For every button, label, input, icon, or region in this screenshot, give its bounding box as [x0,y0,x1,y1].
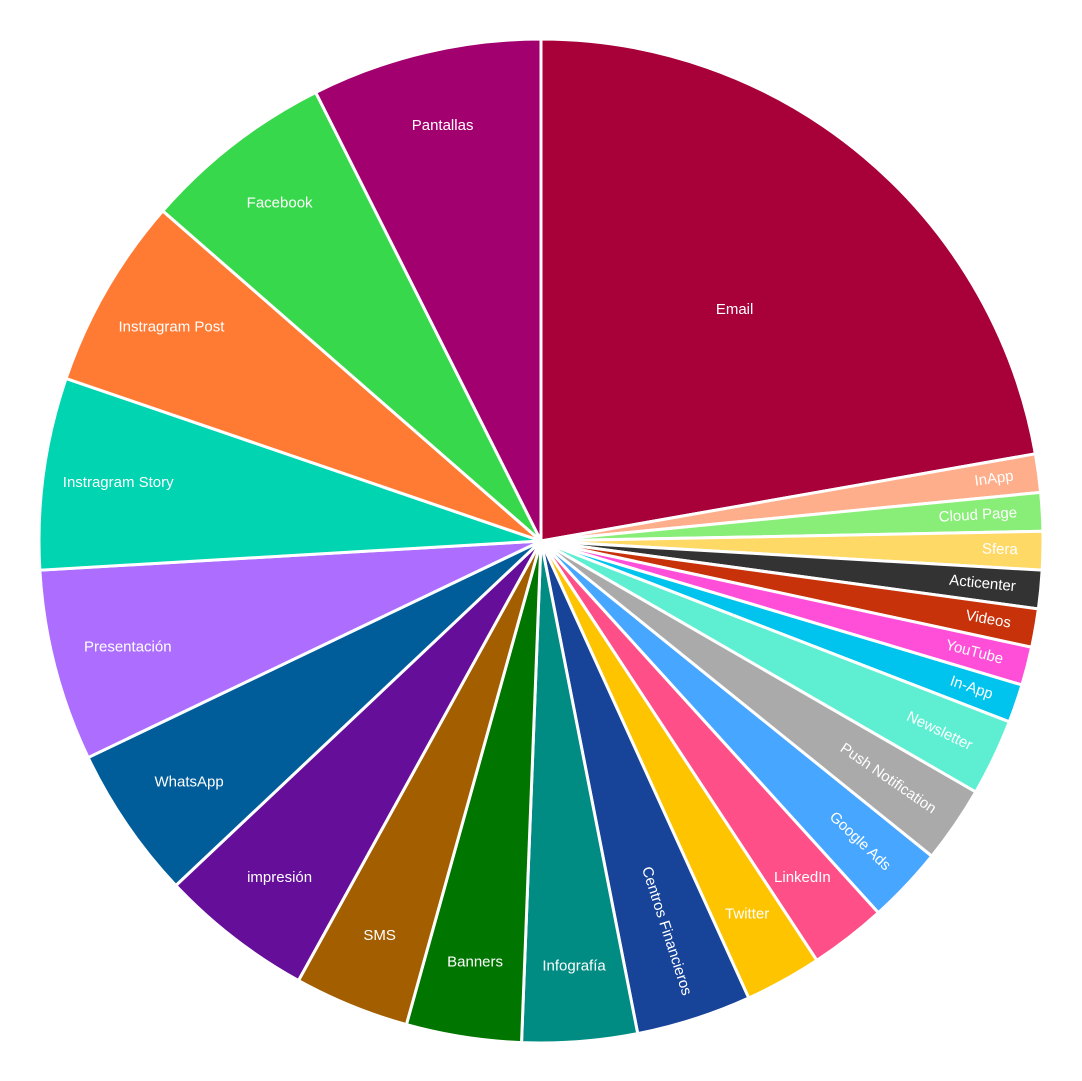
slice-label: Instragram Post [119,319,226,336]
slice-label: InApp [973,468,1014,490]
slice-label: Presentación [84,638,172,655]
slice-label: impresión [247,869,312,886]
slice-label: Cloud Page [938,504,1017,526]
slice-label: Email [716,301,754,318]
pie-slice [313,37,543,542]
pie-slice [86,539,543,888]
slice-label: Acticenter [948,572,1016,595]
slice-label: Facebook [247,195,313,212]
pie-slice [173,539,543,983]
pie-slice [38,539,542,760]
slice-label: Twitter [725,906,769,923]
slice-label: LinkedIn [774,869,831,886]
slice-label: WhatsApp [155,773,224,790]
pie-slice [37,376,542,572]
pie-slice [539,37,1038,543]
slice-label: SMS [363,927,396,944]
slice-label: Sfera [982,541,1019,559]
pie-slice [160,90,543,543]
pie-slice [64,208,542,543]
slice-label: Banners [447,954,503,971]
slice-label: Infografía [542,957,606,974]
slice-label: Instragram Story [63,474,174,491]
slice-label: Pantallas [412,117,474,134]
